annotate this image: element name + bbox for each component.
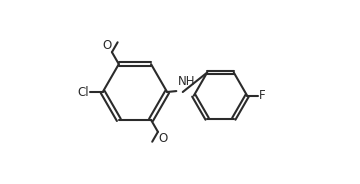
Text: NH: NH [178,75,196,88]
Text: O: O [102,39,112,52]
Text: Cl: Cl [78,86,90,98]
Text: O: O [158,132,167,145]
Text: F: F [258,89,265,102]
